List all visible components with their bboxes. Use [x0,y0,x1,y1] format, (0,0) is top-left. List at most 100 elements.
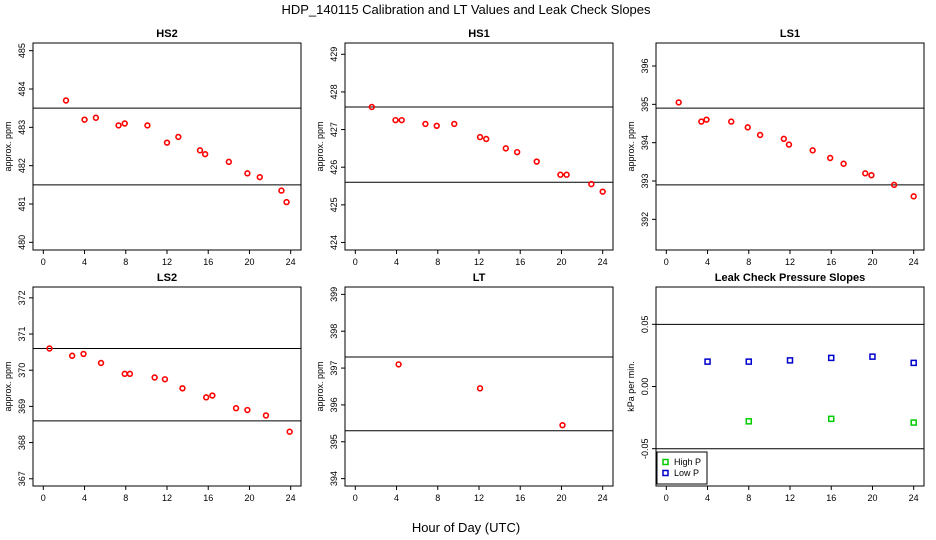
data-point [81,116,88,123]
y-tick-label: -0.05 [640,438,650,459]
data-point [121,370,128,378]
panel-3: LS1 0 4 8 12 16 20 24 392 393 394 395 396 approx. ppm [626,28,925,267]
data-point [868,172,875,179]
y-axis-label: approx. ppm [626,121,636,171]
y-tick-label: 392 [640,212,650,227]
data-point [840,160,847,167]
data-point-low-p [910,359,917,367]
x-tick-label: 8 [123,493,128,503]
data-point [809,147,816,154]
data-point [780,135,788,143]
y-axis-label: approx. ppm [3,361,13,411]
y-tick-label: 427 [329,122,339,137]
panel-title: LS2 [157,272,177,284]
figure-title: HDP_140115 Calibration and LT Values and… [281,2,651,17]
data-point [97,359,105,367]
data-point [175,133,182,141]
x-tick-label: 4 [705,493,710,503]
y-tick-label: 484 [17,81,27,96]
y-tick-label: 396 [329,397,339,412]
y-tick-label: 485 [17,43,27,58]
x-tick-label: 4 [82,257,87,267]
x-tick-label: 16 [826,257,836,267]
y-tick-label: 481 [17,196,27,211]
data-point [62,97,70,104]
x-tick-label: 12 [474,493,484,503]
data-point-low-p [827,354,835,362]
data-point [144,122,151,129]
legend-box [656,451,708,485]
x-tick-label: 12 [785,257,795,267]
panel-1: HS2 0 4 8 12 16 20 24 480 481 482 483 484 485 approx. … [3,28,302,267]
data-point [286,428,293,435]
x-tick-label: 12 [162,257,172,267]
x-tick-label: 4 [394,493,399,503]
x-tick-label: 24 [909,257,919,267]
data-point [202,394,210,401]
plot-frame [32,286,302,487]
data-point [890,181,898,189]
x-tick-label: 8 [746,493,751,503]
panel-4: LS2 0 4 8 12 16 20 24 367 368 369 370 371 372 approx. … [3,272,302,503]
data-point [80,350,87,358]
data-point [161,376,169,383]
x-tick-label: 0 [353,257,358,267]
x-tick-label: 8 [123,257,128,267]
data-point [256,173,263,181]
data-point [826,154,834,162]
x-tick-label: 4 [394,257,399,267]
data-point [728,118,735,125]
x-tick-label: 20 [244,257,254,267]
y-tick-label: 371 [17,327,27,342]
legend-marker [662,458,669,466]
data-point [278,187,285,194]
data-point [483,135,490,143]
data-point [121,120,128,127]
legend-label: Low P [674,468,699,478]
data-point [398,116,405,124]
y-tick-label: 398 [329,324,339,339]
data-point [451,120,458,128]
y-tick-label: 399 [329,287,339,302]
panel-title: Leak Check Pressure Slopes [715,272,865,284]
x-tick-label: 20 [244,493,254,503]
x-tick-label: 24 [286,493,296,503]
x-tick-label: 16 [203,257,213,267]
x-tick-label: 0 [353,493,358,503]
x-tick-label: 0 [41,493,46,503]
x-tick-label: 16 [203,493,213,503]
x-tick-label: 12 [785,493,795,503]
data-point [232,405,240,412]
y-axis-label: kPa per min. [626,361,636,412]
y-tick-label: 428 [329,84,339,99]
data-point [502,145,509,152]
x-tick-label: 4 [705,257,710,267]
plot-frame [344,42,614,251]
plot-frame [32,42,302,251]
data-point [46,345,53,352]
legend-marker [662,469,669,477]
data-point [225,158,233,166]
data-point [126,370,134,378]
data-point [244,170,251,177]
x-tick-label: 12 [162,493,172,503]
data-point [756,131,764,139]
x-tick-label: 24 [598,493,608,503]
panel-5: LT 0 4 8 12 16 20 24 394 395 396 397 398 399 approx. p… [315,272,614,503]
legend-label: High P [674,457,701,467]
data-point [422,120,429,128]
data-point [395,361,402,368]
data-point [262,412,270,419]
x-tick-label: 16 [515,257,525,267]
data-point [675,99,682,106]
x-tick-label: 8 [746,257,751,267]
data-point [179,385,186,392]
data-point [513,148,521,156]
data-point-high-p [827,415,835,423]
data-point [559,421,566,429]
y-tick-label: 0.05 [640,316,650,334]
data-point [563,171,570,178]
x-tick-label: 16 [826,493,836,503]
y-tick-label: 480 [17,235,27,250]
